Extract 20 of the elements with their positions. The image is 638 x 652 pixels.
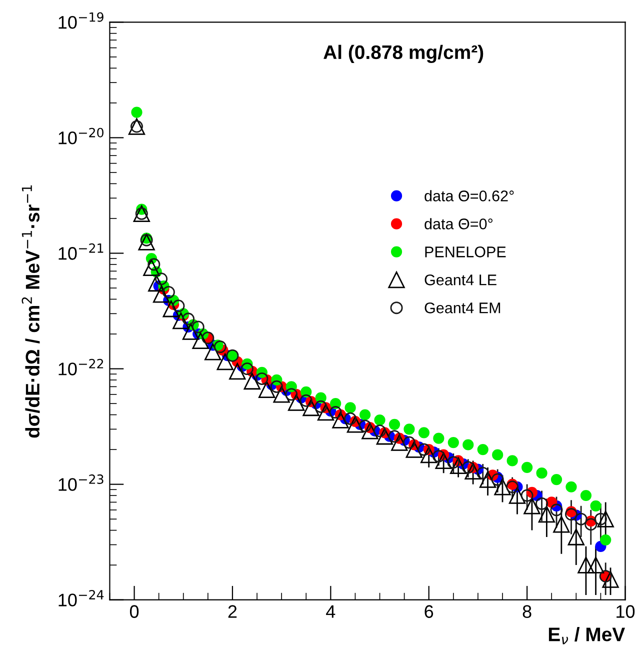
y-tick-label: 10$^{−24}$ <box>58 590 104 606</box>
y-tick-label: 10$^{−22}$ <box>58 358 104 376</box>
legend-label: Geant4 EM <box>424 302 500 314</box>
y-tick-label: 10$^{−19}$ <box>58 12 104 29</box>
legend-label: data Θ=0° <box>424 218 492 230</box>
x-tick-label: 2 <box>228 605 237 618</box>
x-tick-label: 4 <box>326 605 336 618</box>
legend-label: data Θ=0.62° <box>424 190 514 202</box>
x-axis-title: E$_{ν}$ / MeV <box>548 626 625 644</box>
x-tick-label: 6 <box>424 605 434 618</box>
legend-label: Geant4 LE <box>424 274 496 286</box>
y-tick-label: 10$^{−20}$ <box>58 128 104 144</box>
x-tick-label: 0 <box>130 605 139 618</box>
y-tick-label: 10$^{−23}$ <box>58 474 104 491</box>
legend-label: PENELOPE <box>425 246 506 258</box>
x-tick-label: 8 <box>522 605 532 618</box>
y-axis-title: dσ/dE·dΩ / cm$^{2}$ MeV$^{−1}$·sr$^{−1}$ <box>22 185 40 438</box>
x-tick-label: 10 <box>616 605 635 618</box>
y-tick-label: 10$^{−21}$ <box>58 243 104 260</box>
text: Al (0.878 mg/cm²) <box>324 44 484 64</box>
